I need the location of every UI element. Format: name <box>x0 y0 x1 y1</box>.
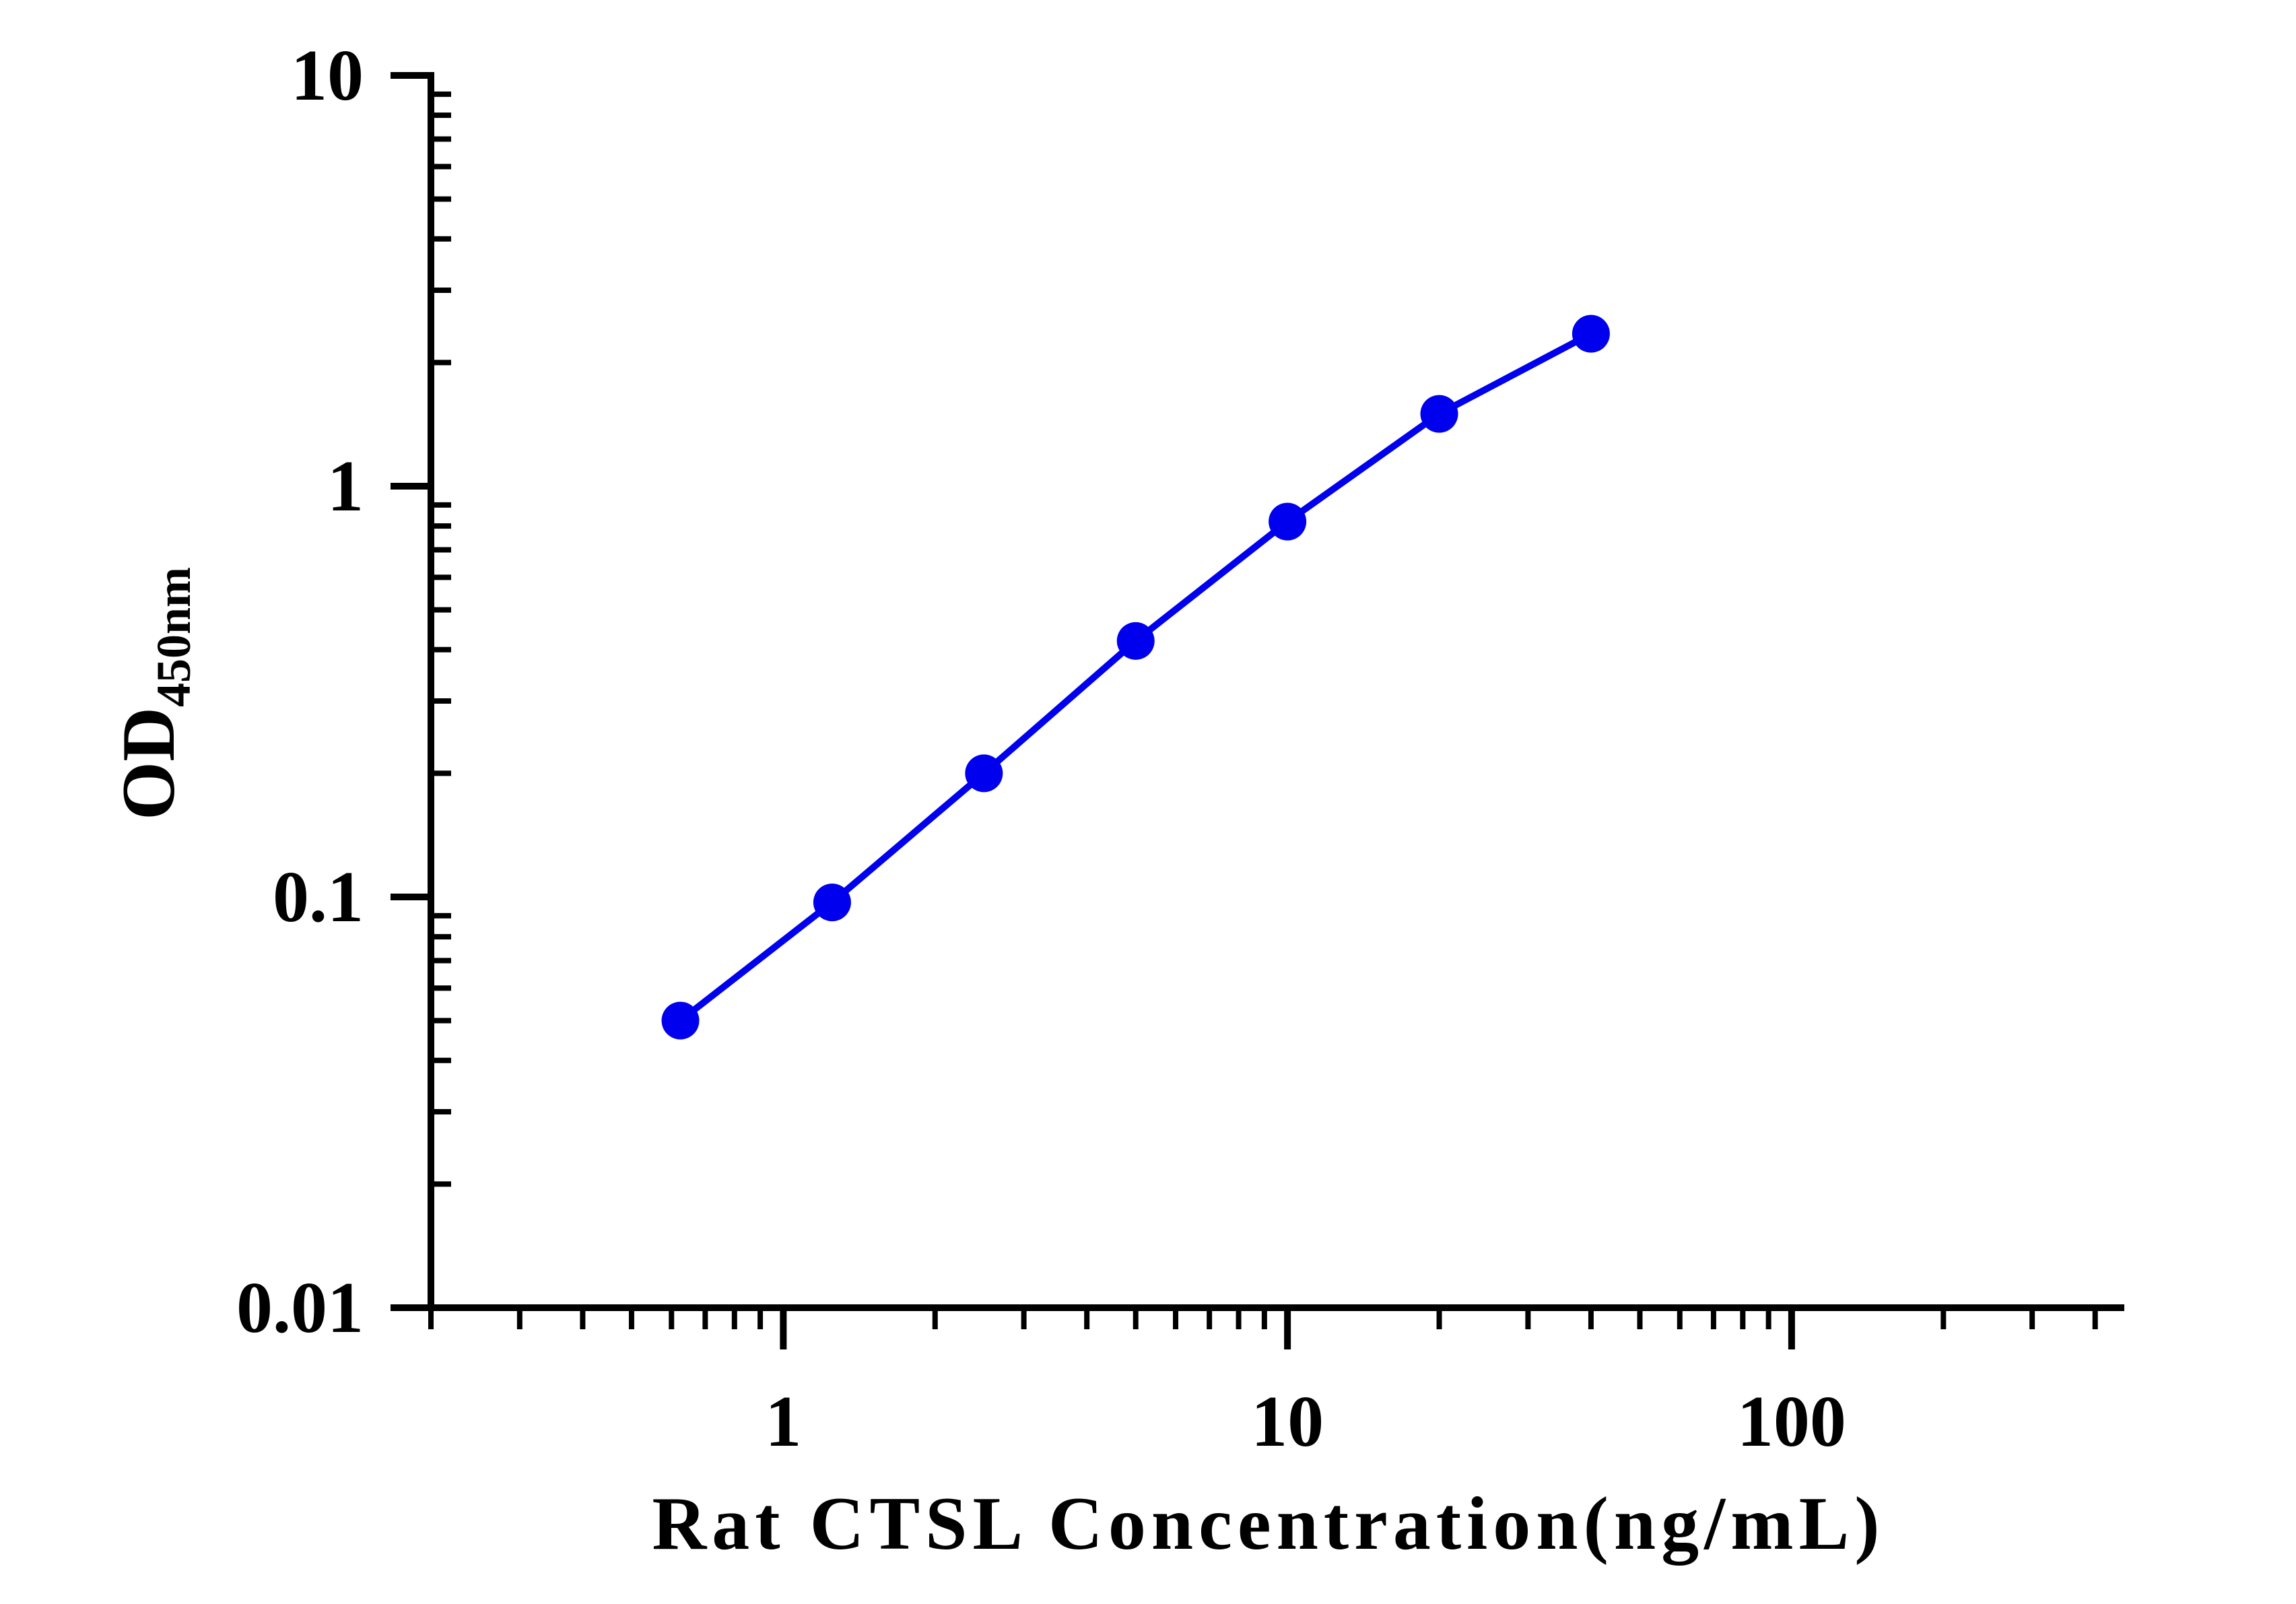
x-tick-label: 10 <box>1251 1382 1324 1462</box>
data-point <box>1269 502 1307 541</box>
y-axis-title-subscript: 450nm <box>147 567 201 707</box>
series-layer <box>661 314 1610 1040</box>
data-point <box>813 883 851 922</box>
x-tick-label: 100 <box>1737 1382 1846 1462</box>
data-point <box>661 1001 700 1040</box>
data-point <box>965 754 1003 793</box>
x-axis-title: Rat CTSL Concentration(ng/mL) <box>652 1482 1885 1566</box>
data-point <box>1420 395 1458 433</box>
y-tick-label: 1 <box>327 446 364 527</box>
y-tick-label: 0.1 <box>273 857 364 937</box>
y-axis-title: OD450nm <box>107 567 201 820</box>
x-tick-label: 1 <box>765 1382 801 1462</box>
y-axis-title-main: OD <box>107 707 191 820</box>
y-axis: 0.01 0.1 1 10 <box>236 36 451 1348</box>
data-point <box>1572 314 1610 353</box>
series-line <box>678 331 1593 1024</box>
data-point <box>1116 622 1155 660</box>
y-tick-label: 0.01 <box>236 1268 364 1348</box>
y-tick-label: 10 <box>291 36 364 116</box>
x-axis: 1 10 100 <box>428 1304 2124 1462</box>
